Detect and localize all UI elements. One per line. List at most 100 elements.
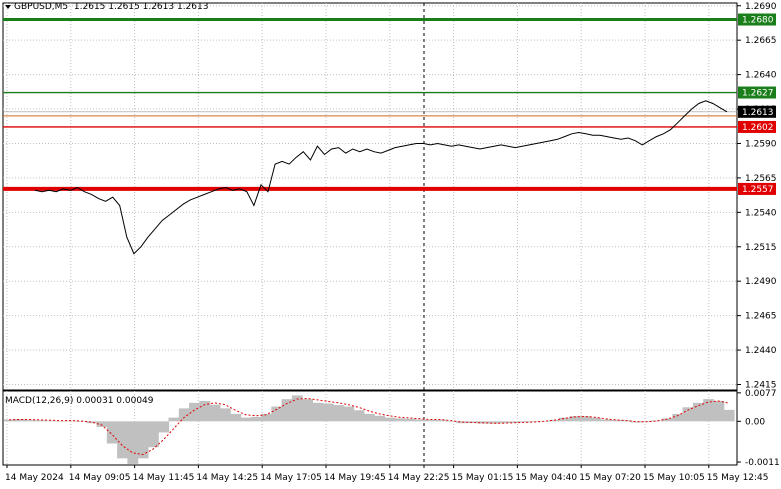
macd-bar: [446, 421, 457, 422]
macd-bar: [24, 419, 36, 422]
macd-bar: [404, 418, 416, 422]
macd-bar: [14, 419, 26, 422]
macd-bar: [96, 421, 108, 427]
macd-bar: [384, 417, 396, 422]
macd-bar: [271, 406, 283, 422]
macd-bar: [75, 421, 87, 422]
time-axis: 14 May 2024 14 May 09:05 14 May 11:45 14 Ma…: [5, 465, 769, 483]
macd-bar: [487, 421, 499, 424]
macd-bar: [723, 409, 735, 422]
macd-bar: [703, 399, 715, 422]
macd-bar: [415, 419, 427, 422]
macd-bar: [34, 420, 46, 422]
macd-bar: [240, 417, 252, 422]
macd-bar: [435, 419, 447, 422]
macd-bar: [158, 421, 170, 433]
x-tick-label: 14 May 17:05: [260, 473, 322, 483]
y-tick-label: 1.2540: [745, 208, 777, 218]
macd-bar: [672, 413, 684, 422]
y-tick-label: 1.2690: [745, 2, 777, 12]
macd-bar: [662, 418, 673, 422]
macd-bar: [178, 408, 190, 422]
macd-bar: [425, 419, 437, 422]
x-tick-label: 14 May 22:25: [388, 473, 450, 483]
x-tick-label: 14 May 09:05: [69, 473, 131, 483]
macd-bar: [559, 417, 571, 422]
macd-panel: 0.0077 0.00 -0.0011: [2, 389, 780, 468]
macd-bar: [106, 421, 118, 444]
macd-bar: [230, 413, 242, 422]
macd-bar: [4, 419, 15, 422]
macd-bar: [291, 395, 303, 422]
x-tick-label: 14 May 19:45: [324, 473, 386, 483]
level-label: 1.2627: [742, 89, 774, 99]
macd-bar: [497, 421, 509, 424]
macd-bar: [590, 417, 601, 422]
macd-bar: [189, 402, 200, 422]
macd-bar: [65, 420, 77, 422]
macd-bar: [209, 404, 221, 422]
macd-bar: [353, 410, 365, 422]
macd-bar: [456, 421, 468, 424]
macd-y-tick-label: 0.00: [745, 417, 765, 427]
macd-bar: [147, 421, 159, 448]
x-tick-label: 14 May 11:45: [133, 473, 195, 483]
macd-bar: [45, 420, 57, 422]
macd-header: MACD(12,26,9) 0.00031 0.00049: [5, 396, 154, 406]
current-price-label: 1.2613: [742, 108, 774, 118]
macd-bar: [117, 421, 128, 459]
level-tag: [738, 13, 776, 26]
macd-bar: [374, 415, 386, 422]
macd-bar: [713, 400, 725, 422]
macd-bar: [322, 403, 334, 422]
x-tick-label: 15 May 04:40: [515, 473, 577, 483]
macd-bar: [199, 400, 211, 422]
chart-header: GBPUSD,M5 1.2615 1.2615 1.2613 1.2613: [5, 2, 208, 12]
macd-bar: [631, 421, 643, 423]
macd-bar: [394, 418, 406, 422]
macd-bar: [127, 421, 139, 464]
macd-y-tick-label: 0.0077: [745, 389, 777, 399]
price-panel: 1.26901.26651.26401.26151.25901.25651.25…: [2, 2, 777, 468]
price-series-line: [34, 100, 728, 255]
macd-bar: [651, 420, 663, 422]
current-price-tag: [738, 105, 776, 118]
macd-bar: [312, 402, 324, 422]
macd-bar: [261, 413, 272, 422]
chevron-down-icon[interactable]: [5, 4, 11, 9]
macd-bar: [281, 399, 293, 422]
level-label: 1.2680: [742, 16, 774, 26]
macd-signal-line: [9, 397, 730, 456]
macd-bar: [343, 406, 355, 422]
x-tick-label: 15 May 10:05: [643, 473, 705, 483]
macd-bar: [569, 416, 581, 422]
level-tag: [738, 182, 776, 195]
y-tick-label: 1.2465: [745, 312, 777, 322]
price-panel-frame: [2, 2, 738, 391]
level-label: 1.2557: [742, 185, 774, 195]
y-tick-label: 1.2665: [745, 36, 777, 46]
y-tick-label: 1.2640: [745, 71, 777, 81]
y-tick-label: 1.2490: [745, 277, 777, 287]
x-tick-label: 14 May 14:25: [196, 473, 258, 483]
x-tick-label: 15 May 01:15: [452, 473, 514, 483]
macd-bar: [610, 419, 622, 422]
macd-bar: [692, 402, 704, 422]
x-tick-label: 15 May 12:45: [707, 473, 769, 483]
y-tick-label: 1.2515: [745, 243, 777, 253]
macd-bar: [333, 405, 344, 422]
macd-bar: [219, 408, 231, 422]
level-tag: [738, 120, 776, 133]
macd-bar: [250, 416, 262, 422]
macd-bar: [682, 407, 694, 422]
y-tick-label: 1.2440: [745, 346, 777, 356]
macd-panel-frame: [2, 390, 738, 466]
macd-bar: [507, 421, 519, 423]
level-tag: [738, 86, 776, 99]
macd-bar: [137, 421, 149, 459]
macd-bar: [168, 417, 180, 422]
x-tick-label: 14 May 2024: [5, 473, 64, 483]
macd-bar: [600, 419, 612, 422]
macd-bar: [579, 416, 591, 422]
